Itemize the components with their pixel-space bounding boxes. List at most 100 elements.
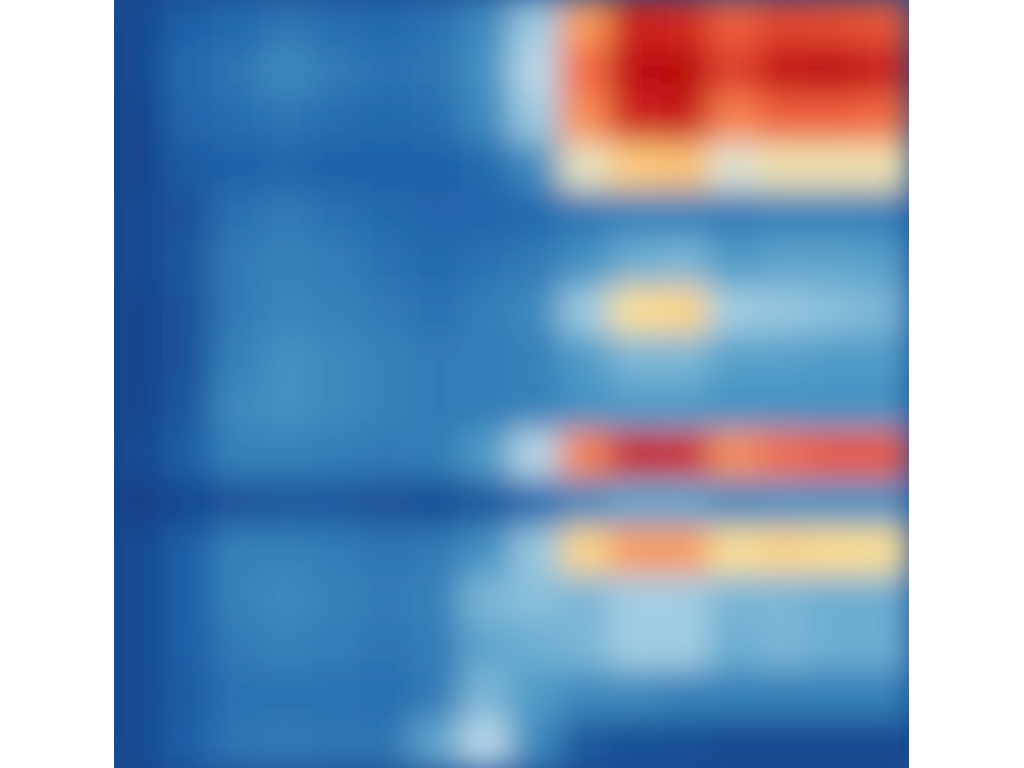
heatmap-cell-r7-c12 xyxy=(708,334,762,386)
heatmap-cell-r3-c8 xyxy=(510,142,563,194)
heatmap-cell-r6-c11 xyxy=(659,286,712,338)
heatmap-cell-r5-c9 xyxy=(559,238,613,290)
heatmap-cell-r6-c1 xyxy=(162,286,215,338)
heatmap-cell-r12-c4 xyxy=(311,574,364,626)
heatmap-cell-r10-c5 xyxy=(360,478,414,530)
heatmap-cell-r2-c3 xyxy=(261,94,315,146)
heatmap-cell-r11-c8 xyxy=(510,526,563,578)
heatmap-cell-r5-c13 xyxy=(758,238,812,290)
heatmap-cell-r7-c4 xyxy=(311,334,364,386)
heatmap-cell-r0-c15 xyxy=(857,0,909,50)
heatmap-cell-r1-c0 xyxy=(114,46,166,98)
heatmap-cell-r3-c6 xyxy=(410,142,464,194)
heatmap-cell-r10-c9 xyxy=(559,478,613,530)
heatmap-cell-r4-c9 xyxy=(559,190,613,242)
heatmap-cell-r14-c15 xyxy=(857,670,909,722)
heatmap-cell-r7-c3 xyxy=(261,334,315,386)
heatmap-cell-r1-c10 xyxy=(609,46,663,98)
heatmap-cell-r12-c13 xyxy=(758,574,812,626)
heatmap-cell-r5-c12 xyxy=(708,238,762,290)
heatmap-cell-r6-c4 xyxy=(311,286,364,338)
heatmap-cell-r8-c9 xyxy=(559,382,613,434)
heatmap-cell-r15-c0 xyxy=(114,718,166,768)
heatmap-cell-r13-c14 xyxy=(808,622,861,674)
heatmap-cell-r15-c11 xyxy=(659,718,712,768)
heatmap-cell-r0-c8 xyxy=(510,0,563,50)
heatmap-cell-r9-c10 xyxy=(609,430,663,482)
heatmap-cell-r12-c8 xyxy=(510,574,563,626)
heatmap-cell-r14-c11 xyxy=(659,670,712,722)
heatmap-cell-r10-c0 xyxy=(114,478,166,530)
heatmap-cell-r15-c13 xyxy=(758,718,812,768)
heatmap-cell-r9-c15 xyxy=(857,430,909,482)
heatmap-cell-r4-c15 xyxy=(857,190,909,242)
heatmap-cell-r11-c1 xyxy=(162,526,215,578)
heatmap-cell-r0-c4 xyxy=(311,0,364,50)
heatmap-cell-r1-c15 xyxy=(857,46,909,98)
heatmap-cell-r11-c6 xyxy=(410,526,464,578)
heatmap-cell-r5-c7 xyxy=(460,238,513,290)
heatmap-cell-r12-c9 xyxy=(559,574,613,626)
heatmap-cell-r3-c14 xyxy=(808,142,861,194)
heatmap-cell-r4-c2 xyxy=(211,190,265,242)
heatmap-cell-r7-c14 xyxy=(808,334,861,386)
heatmap-cell-r14-c14 xyxy=(808,670,861,722)
heatmap-cell-r7-c11 xyxy=(659,334,712,386)
heatmap-cell-r5-c14 xyxy=(808,238,861,290)
heatmap-cell-r9-c8 xyxy=(510,430,563,482)
heatmap-cell-r9-c1 xyxy=(162,430,215,482)
heatmap-cell-r2-c10 xyxy=(609,94,663,146)
heatmap-cell-r8-c7 xyxy=(460,382,513,434)
heatmap-cell-r11-c13 xyxy=(758,526,812,578)
heatmap-cell-r0-c0 xyxy=(114,0,166,50)
heatmap-cell-r4-c5 xyxy=(360,190,414,242)
heatmap-cell-r3-c3 xyxy=(261,142,315,194)
heatmap-cell-r9-c14 xyxy=(808,430,861,482)
heatmap-cell-r7-c13 xyxy=(758,334,812,386)
heatmap-cell-r5-c1 xyxy=(162,238,215,290)
heatmap-cell-r5-c4 xyxy=(311,238,364,290)
heatmap-cell-r2-c11 xyxy=(659,94,712,146)
heatmap-cell-r14-c9 xyxy=(559,670,613,722)
heatmap-cell-r8-c4 xyxy=(311,382,364,434)
heatmap-cell-r8-c11 xyxy=(659,382,712,434)
heatmap-cell-r9-c9 xyxy=(559,430,613,482)
heatmap-cell-r12-c6 xyxy=(410,574,464,626)
heatmap-cell-r0-c13 xyxy=(758,0,812,50)
heatmap-cell-r3-c15 xyxy=(857,142,909,194)
heatmap-cell-r5-c11 xyxy=(659,238,712,290)
heatmap-cell-r1-c11 xyxy=(659,46,712,98)
heatmap-cell-r2-c6 xyxy=(410,94,464,146)
heatmap-cell-r10-c11 xyxy=(659,478,712,530)
heatmap-cell-r13-c10 xyxy=(609,622,663,674)
heatmap-cell-r3-c0 xyxy=(114,142,166,194)
heatmap-cell-r12-c3 xyxy=(261,574,315,626)
heatmap-cell-r5-c10 xyxy=(609,238,663,290)
heatmap-cell-r0-c11 xyxy=(659,0,712,50)
heatmap-cell-r2-c8 xyxy=(510,94,563,146)
heatmap-cell-r6-c7 xyxy=(460,286,513,338)
heatmap-cell-r7-c10 xyxy=(609,334,663,386)
heatmap-cell-r3-c7 xyxy=(460,142,513,194)
heatmap-cell-r13-c7 xyxy=(460,622,513,674)
heatmap-cell-r6-c6 xyxy=(410,286,464,338)
heatmap-cell-r1-c1 xyxy=(162,46,215,98)
heatmap-cell-r4-c1 xyxy=(162,190,215,242)
heatmap-cell-r8-c2 xyxy=(211,382,265,434)
heatmap-cell-r4-c11 xyxy=(659,190,712,242)
heatmap-cell-r11-c15 xyxy=(857,526,909,578)
heatmap-cell-r11-c2 xyxy=(211,526,265,578)
heatmap-cell-r0-c3 xyxy=(261,0,315,50)
heatmap-cell-r13-c13 xyxy=(758,622,812,674)
heatmap-cell-r15-c5 xyxy=(360,718,414,768)
heatmap-cell-r0-c2 xyxy=(211,0,265,50)
heatmap-cell-r14-c0 xyxy=(114,670,166,722)
heatmap-cell-r8-c3 xyxy=(261,382,315,434)
heatmap-cell-r15-c4 xyxy=(311,718,364,768)
heatmap-cell-r7-c15 xyxy=(857,334,909,386)
heatmap-cell-r10-c12 xyxy=(708,478,762,530)
heatmap-cell-r7-c5 xyxy=(360,334,414,386)
heatmap-cell-r11-c7 xyxy=(460,526,513,578)
heatmap-plot xyxy=(114,0,909,768)
heatmap-cell-r13-c8 xyxy=(510,622,563,674)
